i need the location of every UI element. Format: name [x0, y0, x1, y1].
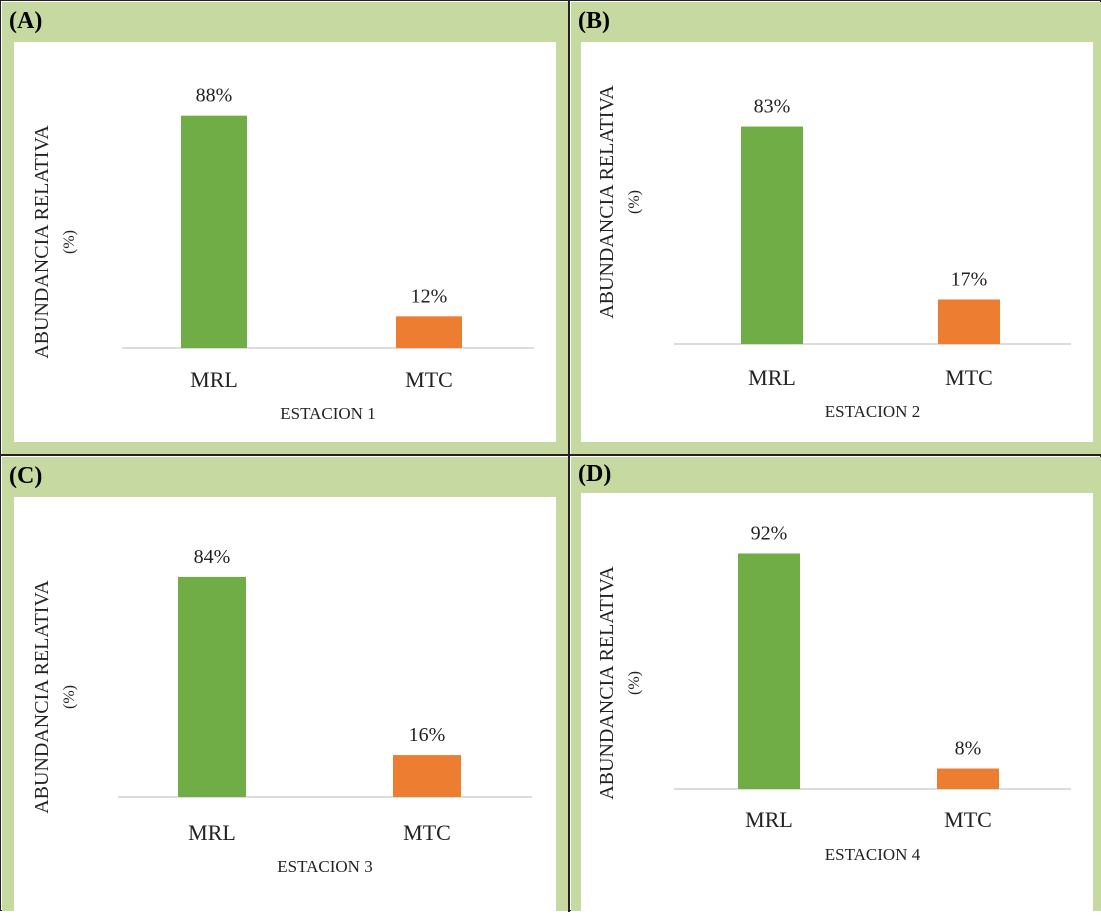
panel-b: (B) 83% MRL 17% MTC ESTACION 2 ABUNDANCIA REL…: [571, 2, 1101, 454]
panel-b-y-axis-title-line1: ABUNDANCIA RELATIVA: [596, 85, 618, 319]
panel-b-y-axis-title-line2: (%): [626, 190, 643, 214]
panel-b-data-label-mtc: 17%: [951, 268, 988, 290]
panel-b-category-label-mrl: MRL: [748, 365, 796, 390]
panel-a-y-axis-title: ABUNDANCIA RELATIVA (%): [31, 125, 78, 359]
panel-d-y-axis-title-line1: ABUNDANCIA RELATIVA: [596, 566, 618, 800]
panel-c-data-label-mrl: 84%: [194, 546, 231, 568]
panel-a-data-label-mrl: 88%: [196, 85, 233, 107]
panel-c-y-axis-title-line1: ABUNDANCIA RELATIVA: [31, 580, 53, 814]
panel-b-plot-area: 83% MRL 17% MTC ESTACION 2 ABUNDANCIA RELATIV…: [581, 42, 1093, 442]
panel-d-header: (D): [571, 457, 1101, 493]
horizontal-divider: [1, 454, 1101, 456]
vertical-divider: [568, 1, 570, 912]
panel-c-category-label-mrl: MRL: [188, 820, 236, 845]
panel-a-data-label-mtc: 12%: [411, 285, 448, 307]
panel-a-bar-mtc: [396, 316, 462, 348]
panel-a-label: (A): [9, 8, 43, 34]
panel-c-y-axis-title-line2: (%): [61, 685, 78, 709]
panel-d-y-axis-title-line2: (%): [626, 671, 643, 695]
panel-b-label: (B): [578, 8, 610, 34]
panel-d-x-axis-title: ESTACION 4: [825, 845, 921, 864]
panel-a-y-axis-title-line1: ABUNDANCIA RELATIVA: [31, 125, 53, 359]
panel-a-plot-area: 88% MRL 12% MTC ESTACION 1 ABUNDANCIA RELATIV…: [14, 42, 556, 442]
panel-d-data-label-mrl: 92%: [751, 522, 788, 544]
panel-a-header: (A): [2, 2, 568, 42]
panel-c-header: (C): [2, 457, 568, 497]
panel-a-category-label-mtc: MTC: [405, 367, 453, 392]
panel-a-chart: 88% MRL 12% MTC ESTACION 1 ABUNDANCIA RELATIV…: [31, 85, 534, 423]
panel-c-bar-mrl: [178, 576, 246, 797]
panel-c-x-axis-title: ESTACION 3: [277, 857, 372, 876]
panel-b-category-label-mtc: MTC: [945, 365, 993, 390]
panel-c-plot-area: 84% MRL 16% MTC ESTACION 3 ABUNDANCIA RELATIV…: [14, 497, 556, 911]
panel-d-bar-mrl: [738, 553, 800, 789]
panel-b-data-label-mrl: 83%: [754, 96, 791, 118]
panel-a-bar-mrl: [181, 115, 247, 349]
panel-c-bar-mtc: [393, 755, 461, 797]
panel-d-category-label-mtc: MTC: [944, 807, 992, 832]
panel-a: (A) 88% MRL 12% MTC ESTACION 1 ABUNDANCIA REL…: [2, 2, 568, 454]
panel-a-y-axis-title-line2: (%): [61, 230, 78, 254]
panel-d-bar-mtc: [937, 768, 999, 789]
panel-b-bar-mtc: [938, 299, 1000, 344]
panel-c-data-label-mtc: 16%: [409, 724, 446, 746]
panel-c: (C) 84% MRL 16% MTC ESTACION 3 ABUNDANCIA REL…: [2, 457, 568, 911]
panel-b-bar-mrl: [741, 126, 803, 344]
panel-d-category-label-mrl: MRL: [745, 807, 793, 832]
panel-a-category-label-mrl: MRL: [190, 367, 238, 392]
panel-c-category-label-mtc: MTC: [403, 820, 451, 845]
panel-d-y-axis-title: ABUNDANCIA RELATIVA (%): [596, 566, 643, 800]
panel-b-chart: 83% MRL 17% MTC ESTACION 2 ABUNDANCIA RELATIV…: [596, 85, 1071, 421]
panel-d-plot-area: 92% MRL 8% MTC ESTACION 4 ABUNDANCIA RELATIVA…: [581, 493, 1093, 911]
panel-c-chart: 84% MRL 16% MTC ESTACION 3 ABUNDANCIA RELATIV…: [31, 546, 532, 876]
panel-c-y-axis-title: ABUNDANCIA RELATIVA (%): [31, 580, 78, 814]
panel-d-data-label-mtc: 8%: [955, 738, 982, 760]
panel-b-y-axis-title: ABUNDANCIA RELATIVA (%): [596, 85, 643, 319]
panel-b-x-axis-title: ESTACION 2: [825, 402, 920, 421]
panel-d-chart: 92% MRL 8% MTC ESTACION 4 ABUNDANCIA RELATIVA…: [596, 522, 1071, 864]
panel-c-label: (C): [9, 463, 43, 489]
panel-d: (D) 92% MRL 8% MTC ESTACION 4 ABUNDANCIA RELA…: [571, 457, 1101, 911]
panel-d-label: (D): [578, 461, 612, 487]
panel-a-x-axis-title: ESTACION 1: [280, 404, 375, 423]
panel-b-header: (B): [571, 2, 1101, 42]
